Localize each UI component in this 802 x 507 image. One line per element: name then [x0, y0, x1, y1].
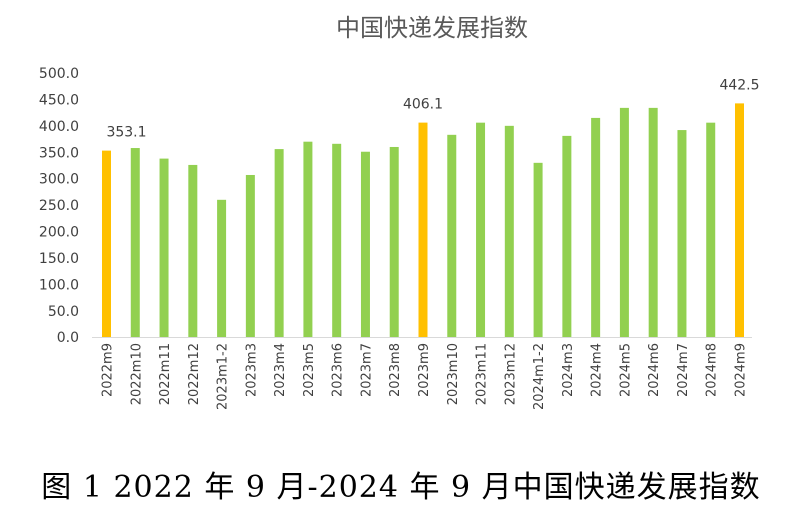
x-tick-label: 2023m9 [417, 343, 432, 397]
x-tick-label: 2024m7 [676, 343, 691, 397]
bar [102, 150, 111, 338]
bar [389, 146, 399, 338]
bar [533, 162, 543, 338]
bar [332, 143, 342, 338]
x-tick-label: 2024m9 [734, 343, 749, 397]
y-tick-label: 150.0 [39, 251, 79, 267]
bar [648, 107, 658, 338]
data-label: 353.1 [106, 125, 146, 141]
x-tick-label: 2023m3 [244, 343, 259, 397]
bar [706, 122, 716, 338]
y-tick-label: 400.0 [39, 119, 79, 135]
x-tick-label: 2023m6 [331, 343, 346, 397]
data-label: 442.5 [719, 77, 759, 93]
x-tick-label: 2024m8 [705, 343, 720, 397]
y-tick-label: 100.0 [39, 277, 79, 293]
y-tick-label: 50.0 [48, 304, 79, 320]
x-tick-label: 2023m11 [475, 343, 490, 405]
y-tick-label: 300.0 [39, 172, 79, 188]
bar [274, 149, 284, 338]
y-tick-label: 200.0 [39, 225, 79, 241]
y-tick-label: 250.0 [39, 198, 79, 214]
chart-title: 中国快递发展指数 [336, 14, 528, 42]
x-tick-label: 2023m5 [302, 343, 317, 397]
x-tick-label: 2024m4 [590, 343, 605, 397]
bar [619, 107, 629, 338]
x-tick-label: 2023m4 [273, 343, 288, 397]
bar [245, 174, 255, 338]
bar [360, 151, 370, 338]
bar [447, 134, 457, 338]
x-tick-label: 2023m10 [446, 343, 461, 405]
bar [418, 122, 428, 338]
x-tick-label: 2023m1-2 [216, 343, 231, 410]
bar [677, 130, 687, 338]
bar [188, 164, 198, 338]
bar [504, 125, 514, 338]
bar [159, 158, 169, 338]
bar-chart: 中国快递发展指数 0.0 50.0 100.0 150.0 200.0 250.0 300.… [39, 14, 760, 410]
x-tick-label: 2024m3 [561, 343, 576, 397]
bar [130, 148, 140, 338]
bar [217, 199, 227, 338]
x-tick-label: 2022m11 [158, 343, 173, 405]
x-tick-label: 2023m12 [503, 343, 518, 405]
x-tick-label: 2024m5 [618, 343, 633, 397]
x-tick-label: 2022m9 [101, 343, 116, 397]
bar [562, 135, 572, 338]
y-tick-label: 350.0 [39, 145, 79, 161]
bar [591, 117, 601, 338]
x-tick-label: 2023m7 [359, 343, 374, 397]
x-tick-label: 2023m8 [388, 343, 403, 397]
figure-caption: 图 1 2022 年 9 月-2024 年 9 月中国快递发展指数 [41, 470, 761, 505]
x-tick-label: 2022m12 [187, 343, 202, 405]
bar [303, 141, 313, 338]
y-tick-label: 500.0 [39, 66, 79, 82]
x-tick-label: 2022m10 [129, 343, 144, 405]
bar [476, 122, 486, 338]
x-tick-label: 2024m6 [647, 343, 662, 397]
bar [735, 103, 744, 338]
y-tick-label: 450.0 [39, 92, 79, 108]
y-tick-label: 0.0 [57, 330, 79, 346]
data-label: 406.1 [403, 97, 443, 113]
x-tick-label: 2024m1-2 [532, 343, 547, 410]
